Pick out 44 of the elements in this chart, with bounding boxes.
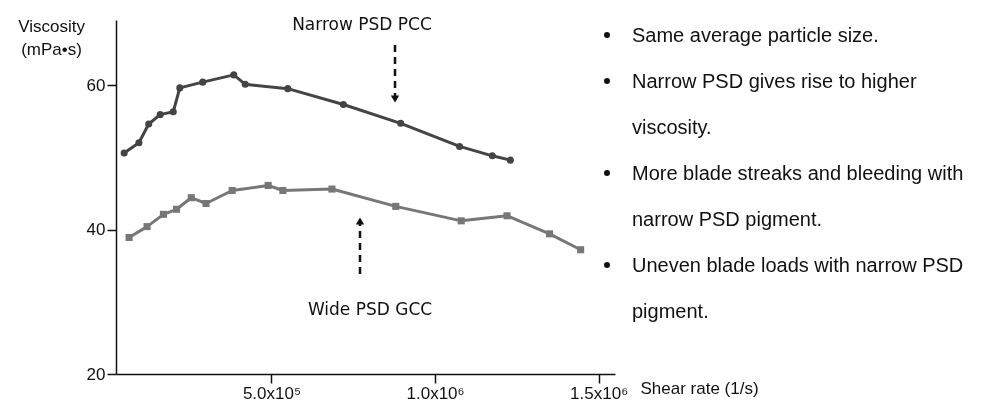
point: [279, 186, 287, 195]
point: [145, 120, 153, 128]
x-tick-label: 1.5x10⁶: [570, 383, 629, 403]
point: [577, 246, 585, 254]
point: [397, 119, 405, 127]
point: [120, 149, 128, 157]
point: [143, 223, 151, 231]
annotation: Narrow PSD PCC: [292, 14, 432, 34]
point: [264, 181, 272, 189]
point: [169, 108, 177, 116]
point: [135, 139, 143, 147]
text: Narrow PSD gives rise to higher viscosity.: [632, 70, 917, 138]
point: [506, 156, 514, 164]
point: [156, 111, 164, 119]
point: [503, 212, 511, 220]
point: [199, 78, 207, 86]
point: [546, 230, 554, 238]
point: [488, 152, 496, 160]
text: More blade streaks and bleeding with narrow PSD pigment.: [632, 162, 964, 230]
y-tick-label: 40: [86, 220, 106, 240]
annotation: Wide PSD GCC: [307, 299, 433, 319]
point: [284, 85, 292, 93]
y-tick-label: 20: [86, 364, 106, 384]
x-tick-label: 1.0x10⁶: [406, 383, 465, 403]
point: [456, 142, 464, 150]
x-tick-label: 5.0x10⁵: [242, 383, 301, 403]
point: [228, 186, 236, 195]
point: [392, 202, 400, 210]
text: Same average particle size.: [631, 23, 880, 48]
point: [230, 71, 238, 79]
point: [241, 80, 249, 88]
text: Uneven blade loads with narrow PSD pigment.: [632, 254, 964, 322]
point: [173, 205, 181, 213]
point: [176, 84, 184, 92]
point: [187, 194, 195, 202]
y-tick-label: 60: [86, 75, 106, 95]
point: [339, 101, 347, 109]
y-axis-title: Viscosity (mPa•s): [18, 16, 86, 59]
point: [328, 185, 336, 193]
point: [202, 199, 210, 208]
point: [457, 217, 465, 225]
point: [125, 233, 133, 241]
x-axis-title: Shear rate (1/s): [640, 378, 759, 398]
point: [159, 210, 167, 218]
